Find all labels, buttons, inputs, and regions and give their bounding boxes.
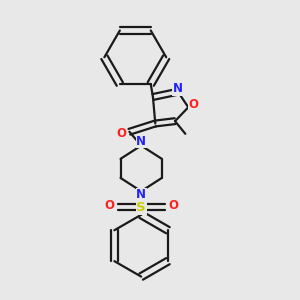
Text: N: N	[136, 135, 146, 148]
Text: O: O	[104, 200, 114, 212]
Text: O: O	[189, 98, 199, 111]
Text: O: O	[116, 127, 126, 140]
Text: N: N	[173, 82, 183, 95]
Text: O: O	[168, 200, 178, 212]
Text: S: S	[136, 201, 146, 214]
Text: N: N	[136, 188, 146, 201]
